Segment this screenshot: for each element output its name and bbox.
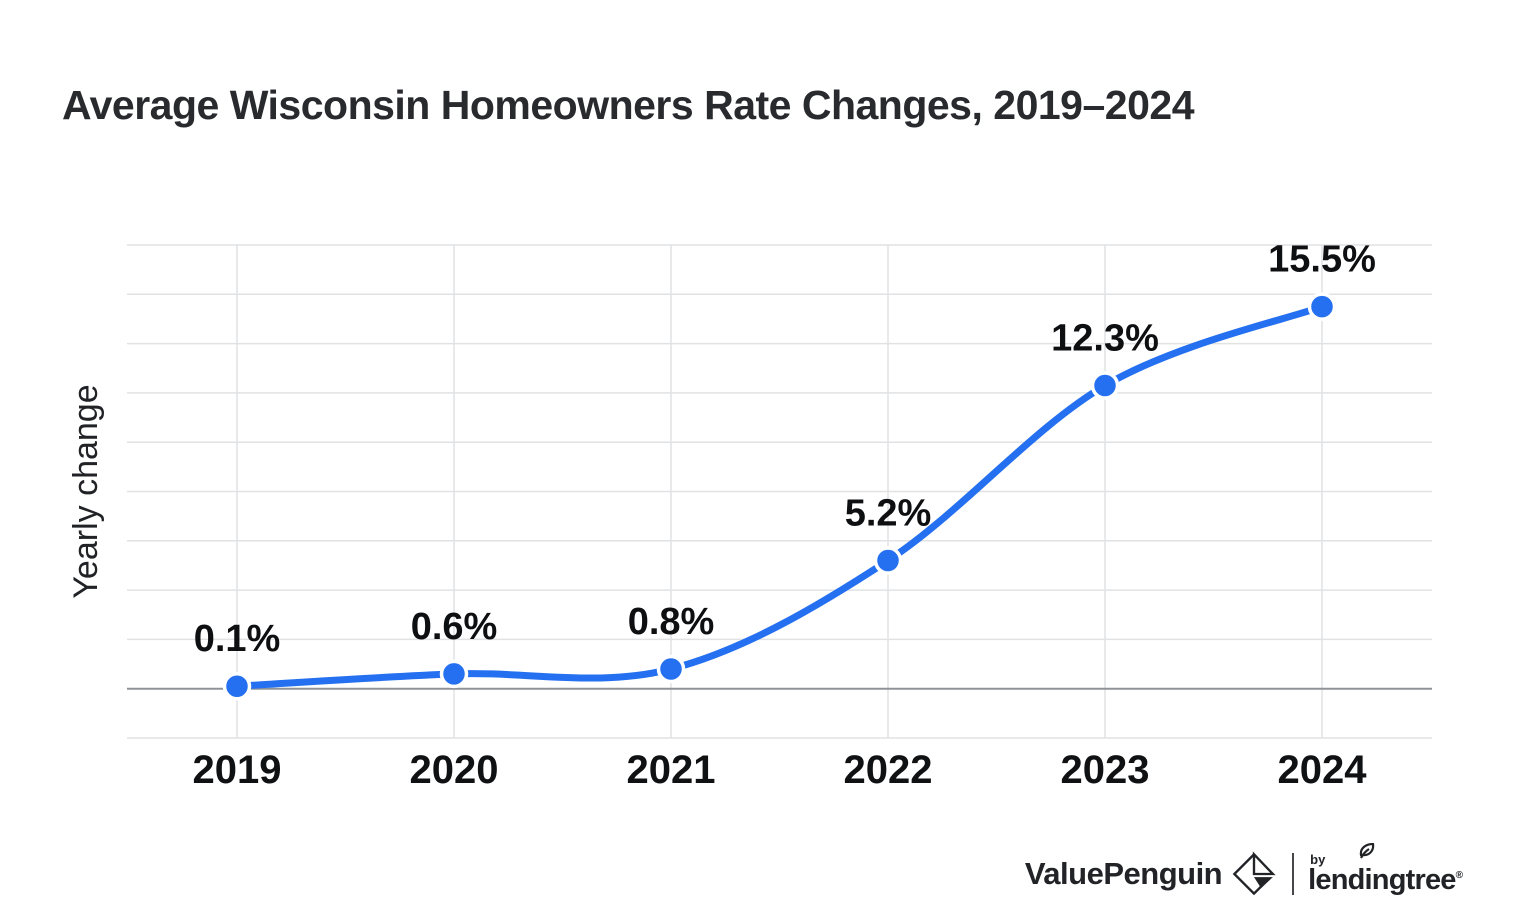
by-label: by: [1310, 852, 1326, 867]
footer-divider: [1292, 853, 1295, 895]
data-label: 0.8%: [628, 601, 715, 643]
data-point: [222, 671, 252, 701]
registered-mark: ®: [1455, 870, 1463, 881]
leaf-icon: [1359, 843, 1375, 859]
data-point: [1307, 292, 1337, 321]
x-axis-label: 2021: [627, 748, 716, 792]
x-axis-label: 2019: [193, 748, 282, 792]
brand-footer: ValuePenguin by lendingtree®: [1024, 843, 1463, 900]
series-line: [233, 303, 1326, 690]
lendingtree-lockup: by lendingtree®: [1308, 843, 1463, 896]
valuepenguin-wordmark: ValuePenguin: [1024, 856, 1223, 891]
chart-title: Average Wisconsin Homeowners Rate Change…: [62, 82, 1195, 128]
data-label: 15.5%: [1268, 239, 1376, 281]
x-axis-label: 2022: [844, 748, 933, 792]
data-point: [439, 659, 469, 689]
data-label: 5.2%: [845, 493, 932, 535]
data-label: 0.6%: [411, 606, 498, 648]
data-point: [1090, 371, 1120, 400]
valuepenguin-origami-icon: [1232, 851, 1276, 896]
x-axis-label: 2023: [1061, 748, 1150, 792]
data-label: 12.3%: [1051, 318, 1159, 360]
data-point: [873, 546, 903, 575]
data-label: 0.1%: [194, 618, 281, 660]
x-axis-label: 2024: [1278, 748, 1368, 792]
lendingtree-wordmark: lendingtree: [1308, 864, 1456, 896]
x-axis-label: 2020: [410, 748, 499, 792]
y-axis-title: Yearly change: [67, 384, 105, 598]
data-point: [656, 654, 686, 684]
